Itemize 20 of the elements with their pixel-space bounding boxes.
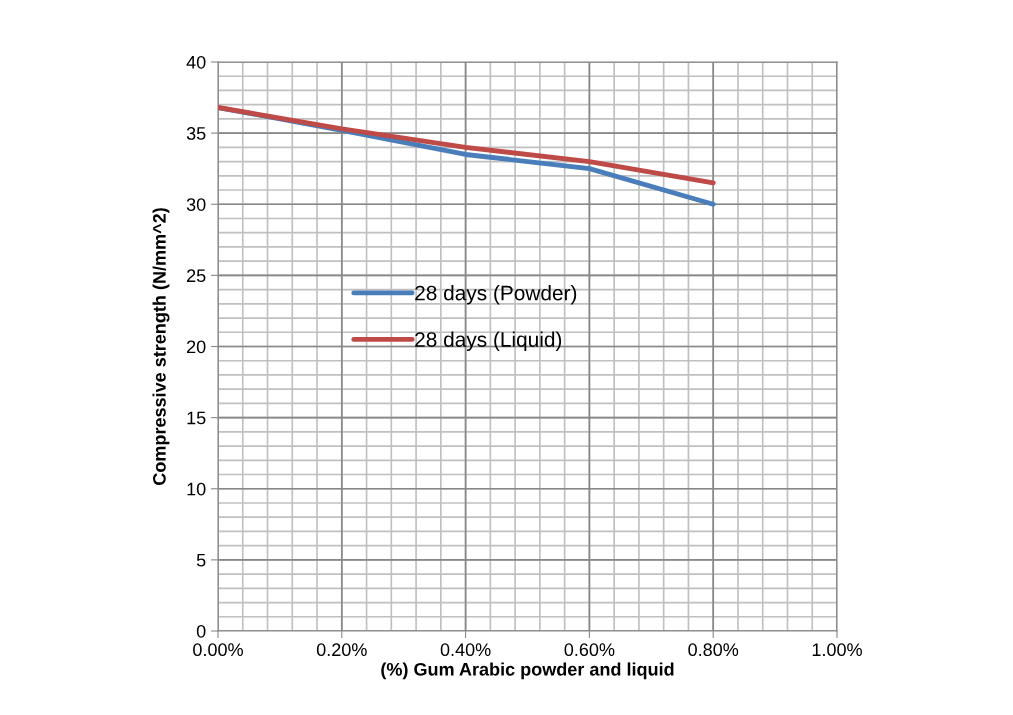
y-tick-label: 35 (186, 127, 206, 140)
y-tick-label: 15 (187, 411, 206, 425)
y-tick-label: 25 (187, 269, 206, 283)
x-tick-label: 1.00% (812, 643, 862, 657)
legend-label: 28 days (Powder) (415, 285, 577, 305)
y-tick-label: 10 (187, 482, 206, 496)
x-tick-label: 0.80% (688, 643, 739, 657)
y-tick-label: 0 (196, 624, 206, 638)
x-axis-title: (%) Gum Arabic powder and liquid (381, 662, 674, 680)
x-tick-label: 0.60% (564, 643, 615, 657)
y-tick-label: 5 (196, 554, 206, 567)
x-tick-label: 0.20% (316, 643, 367, 657)
y-axis-title: Compressive strength (N/mm^2) (152, 208, 170, 485)
y-tick-label: 40 (186, 55, 206, 69)
x-tick-label: 0.00% (193, 643, 243, 657)
y-tick-label: 30 (186, 198, 206, 211)
x-tick-label: 0.40% (440, 643, 491, 657)
legend-label: 28 days (Liquid) (415, 331, 562, 352)
line-series (218, 105, 716, 186)
y-tick-label: 20 (187, 340, 206, 354)
